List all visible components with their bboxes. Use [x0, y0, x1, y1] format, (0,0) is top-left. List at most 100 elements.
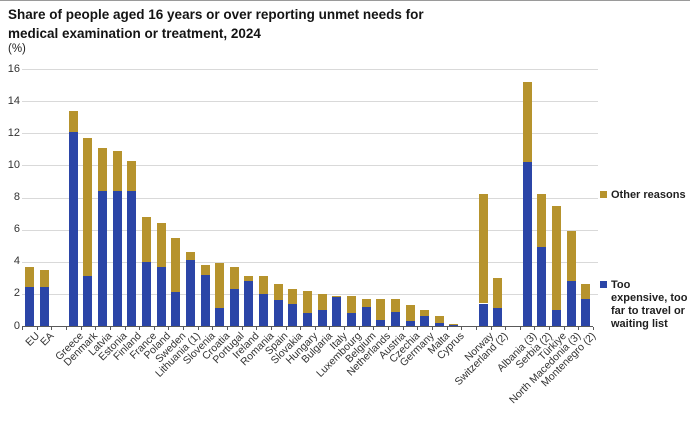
x-axis-tick — [329, 327, 331, 330]
x-axis-tick — [183, 327, 184, 330]
bar-hungary-other-reasons — [303, 290, 312, 314]
legend-swatch-too-expensive-icon — [600, 281, 607, 288]
bar-serbia-2-too-expensive — [537, 247, 547, 326]
x-axis-tick — [388, 327, 389, 330]
bar-austria-too-expensive — [390, 311, 400, 326]
x-axis-tick — [431, 327, 433, 330]
y-tick-label-8: 8 — [13, 191, 20, 203]
bar-ireland-too-expensive — [244, 281, 254, 326]
y-tick-label-14: 14 — [7, 94, 20, 107]
chart-title-line-2: medical examination or treatment, 2024 — [8, 26, 261, 41]
x-axis-tick — [300, 327, 302, 330]
bar-luxembourg-too-expensive — [346, 313, 356, 326]
bar-spain-too-expensive — [273, 300, 283, 326]
bar-greece-too-expensive — [68, 131, 78, 326]
gridline-4 — [22, 261, 598, 263]
x-axis-tick — [197, 327, 199, 330]
bar-estonia-too-expensive — [112, 191, 122, 326]
x-axis-tick — [461, 327, 463, 330]
bar-croatia-other-reasons — [215, 263, 225, 309]
bar-netherlands-other-reasons — [376, 298, 386, 320]
y-tick-label-16: 16 — [7, 62, 20, 75]
bar-eu-other-reasons — [24, 266, 34, 288]
x-axis-tick — [139, 327, 141, 330]
bar-france-too-expensive — [141, 261, 151, 327]
x-axis-tick — [22, 327, 23, 330]
x-axis-tick — [124, 327, 126, 330]
bar-norway-too-expensive — [478, 303, 488, 326]
bar-belgium-too-expensive — [361, 306, 371, 326]
bar-hungary-too-expensive — [303, 313, 312, 326]
x-axis-tick — [373, 327, 375, 330]
bar-slovakia-other-reasons — [288, 289, 298, 304]
bar-italy-other-reasons — [332, 295, 342, 298]
bar-poland-too-expensive — [156, 266, 166, 326]
x-axis-tick — [65, 327, 67, 330]
x-axis-tick — [534, 327, 536, 330]
bar-bulgaria-too-expensive — [317, 309, 327, 326]
bar-slovenia-other-reasons — [200, 265, 210, 275]
bar-spain-other-reasons — [273, 284, 283, 301]
bar-finland-other-reasons — [127, 160, 137, 192]
bar-malta-other-reasons — [434, 316, 444, 323]
bar-italy-too-expensive — [332, 297, 342, 326]
gridline-12 — [22, 133, 598, 135]
bar-czechia-other-reasons — [405, 305, 415, 322]
x-axis-tick — [95, 327, 97, 330]
bar-portugal-other-reasons — [229, 266, 239, 290]
bar-germany-other-reasons — [420, 309, 430, 317]
x-axis-tick — [446, 327, 448, 330]
x-axis-tick — [270, 327, 272, 330]
x-axis-tick — [475, 327, 477, 330]
gridline-10 — [22, 165, 598, 167]
bar-albania-3-too-expensive — [522, 162, 532, 326]
x-axis-tick — [51, 327, 53, 330]
bar-montenegro-2-other-reasons — [581, 284, 591, 299]
bar-t-rkiye-other-reasons — [551, 205, 561, 310]
bar-croatia-too-expensive — [215, 308, 225, 326]
x-axis-tick — [227, 327, 228, 330]
bar-malta-too-expensive — [434, 322, 444, 326]
x-axis-tick — [402, 327, 404, 330]
x-axis-tick — [344, 327, 346, 330]
bar-serbia-2-other-reasons — [537, 194, 547, 248]
bar-sweden-other-reasons — [171, 237, 181, 293]
legend-item-too-expensive: Too expensive, too far to travel or wait… — [600, 279, 690, 331]
x-axis-tick — [505, 327, 507, 330]
bar-bulgaria-other-reasons — [317, 293, 327, 310]
chart-title: Share of people aged 16 years or over re… — [8, 5, 424, 43]
legend-label-too-expensive: Too expensive, too far to travel or wait… — [611, 279, 688, 330]
x-axis-tick — [212, 327, 214, 330]
bar-romania-too-expensive — [259, 293, 269, 326]
y-tick-label-4: 4 — [13, 255, 20, 268]
legend-swatch-other-reasons-icon — [600, 191, 607, 198]
bar-switzerland-2-other-reasons — [493, 277, 503, 309]
bar-lithuania-1-too-expensive — [185, 260, 195, 326]
bar-romania-other-reasons — [259, 276, 269, 294]
x-axis-tick — [36, 327, 38, 330]
bar-belgium-other-reasons — [361, 298, 371, 307]
x-axis-tick — [80, 327, 82, 330]
x-axis-tick — [109, 327, 111, 330]
bar-t-rkiye-too-expensive — [551, 309, 561, 326]
x-axis-tick — [519, 327, 521, 330]
bar-finland-too-expensive — [127, 191, 137, 326]
bar-czechia-too-expensive — [405, 321, 415, 326]
bar-sweden-too-expensive — [171, 292, 181, 326]
bar-germany-too-expensive — [420, 316, 430, 326]
x-axis-line — [22, 326, 593, 327]
gridline-8 — [22, 197, 598, 199]
y-tick-label-0: 0 — [13, 319, 20, 332]
bar-latvia-too-expensive — [98, 191, 107, 326]
bar-north-macedonia-3-too-expensive — [566, 281, 576, 326]
x-axis-tick — [549, 327, 550, 330]
x-axis-tick — [578, 327, 580, 330]
bar-austria-other-reasons — [390, 298, 400, 312]
bar-denmark-too-expensive — [83, 276, 93, 326]
bar-greece-other-reasons — [68, 110, 78, 132]
bar-albania-3-other-reasons — [522, 81, 532, 163]
bar-estonia-other-reasons — [112, 150, 122, 192]
bar-luxembourg-other-reasons — [346, 295, 356, 314]
x-axis-tick — [358, 327, 360, 330]
x-axis-tick — [417, 327, 419, 330]
